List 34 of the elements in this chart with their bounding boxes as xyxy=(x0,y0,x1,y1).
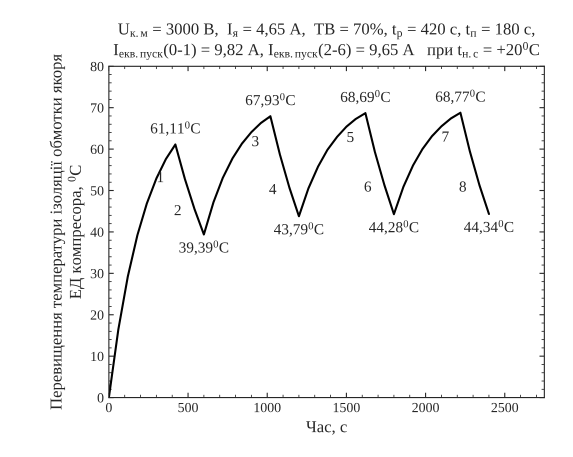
y-tick-label: 60 xyxy=(90,144,104,154)
x-tick-label: 0 xyxy=(106,402,112,412)
annotation: 7 xyxy=(442,132,449,142)
x-tick-label: 500 xyxy=(178,402,198,412)
y-tick-label: 30 xyxy=(90,268,104,278)
annotation: 44,28$^{0}$C xyxy=(369,220,418,235)
y-tick-label: 80 xyxy=(90,62,104,72)
annotation: 44,34$^{0}$C xyxy=(464,220,514,234)
annotation: 67,93$^{0}$C xyxy=(246,93,295,108)
annotation: 61,11$^{0}$C xyxy=(150,121,200,136)
x-tick-label: 1500 xyxy=(334,402,360,412)
annotation: 68,69$^{0}$C xyxy=(340,90,390,104)
y-tick-label: 70 xyxy=(91,103,104,113)
annotation: 6 xyxy=(364,181,372,192)
y-tick-label: 50 xyxy=(90,186,104,196)
annotation: 68,77$^{0}$C xyxy=(436,90,485,104)
x-tick-label: 1000 xyxy=(254,402,281,412)
y-tick-label: 0 xyxy=(98,393,104,403)
x-tick-label: 2000 xyxy=(412,402,439,412)
annotation: 5 xyxy=(347,132,354,142)
annotation: 8 xyxy=(460,181,466,192)
y-tick-label: 10 xyxy=(91,352,104,362)
y-tick-label: 40 xyxy=(90,228,104,237)
annotation: 2 xyxy=(174,205,181,216)
annotation: 39,39$^{0}$C xyxy=(179,240,228,255)
annotation: 43,79$^{0}$C xyxy=(274,222,324,237)
y-axis-title: Перевищення температури ізоляції обмотки якоря ЕД компресора, $^{0}$С xyxy=(50,54,84,410)
x-tick-label: 2500 xyxy=(491,402,518,412)
x-axis-title: Час, с xyxy=(306,421,347,435)
annotation: 4 xyxy=(269,184,276,194)
annotation: 3 xyxy=(252,136,259,146)
y-tick-label: 20 xyxy=(90,310,104,320)
annotation: 1 xyxy=(158,172,164,182)
chart-title: U$_{к.м}$ = 3000 В, I$_{я}$ = 4,65 А, ТВ = 70%, t$_{р}$ = 420 с, t$_{п}$ = 180 с, I$_{екв.пуск}$(0-1) = 9,82 А, I$_{екв.пуск}$(2-6) = 9,65 А при t$_{н.с}$ = +20$^{0}$С xyxy=(114,23,540,60)
